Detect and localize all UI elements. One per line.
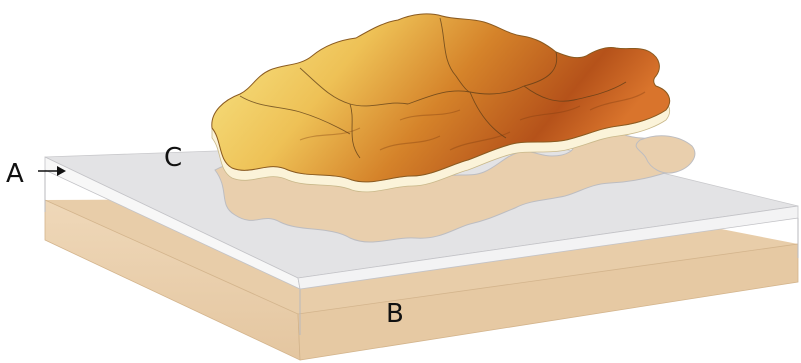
label-a: A	[6, 159, 24, 189]
label-c: C	[164, 143, 182, 173]
hole-right-lobe	[635, 135, 696, 174]
top-plate-right-edge	[297, 205, 799, 290]
region-borders	[239, 17, 627, 159]
relief-map	[211, 13, 671, 193]
relief-shading	[299, 91, 646, 151]
bottom-plate-right-face	[297, 243, 799, 361]
relief-map-surface	[211, 13, 671, 183]
label-b: B	[386, 299, 404, 329]
arrow-to-plate-a	[38, 166, 66, 176]
